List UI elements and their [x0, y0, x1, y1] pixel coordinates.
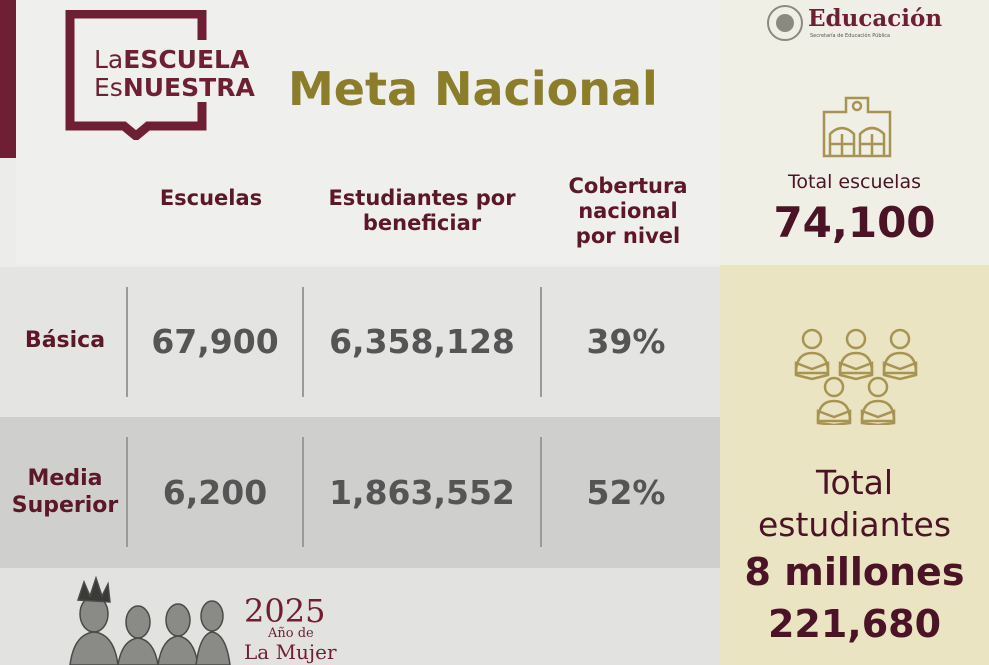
total-schools-panel: Educación Secretaría de Educación Públic… — [720, 0, 989, 265]
coverage-value: 39% — [586, 322, 666, 361]
table-row: Básica 67,900 6,358,128 39% — [0, 267, 720, 417]
total-students-label-2: estudiantes — [757, 505, 952, 544]
schools-value: 6,200 — [162, 473, 268, 512]
divider — [302, 437, 304, 547]
table-row: Media Superior 6,200 1,863,552 52% — [0, 417, 720, 568]
divider — [540, 287, 542, 397]
footer-line1: Año de — [268, 626, 314, 641]
total-students-panel: Total estudiantes 8 millones 221,680 — [720, 265, 989, 665]
women-illustration — [69, 576, 231, 665]
column-header-students: Estudiantes por beneficiar — [328, 186, 516, 235]
coverage-value: 52% — [586, 473, 666, 512]
accent-bar — [0, 0, 16, 158]
total-students-value-1: 8 millones — [744, 550, 965, 594]
students-value: 1,863,552 — [329, 473, 515, 512]
divider — [126, 437, 128, 547]
column-header-schools: Escuelas — [159, 186, 263, 210]
school-building-icon — [822, 96, 892, 158]
column-header-coverage: Cobertura nacional por nivel — [568, 174, 688, 248]
schools-value: 67,900 — [151, 322, 279, 361]
total-schools-label: Total escuelas — [788, 171, 921, 193]
footer-line2: La Mujer — [244, 640, 337, 664]
la-escuela-es-nuestra-logo: LaESCUELA EsNUESTRA — [64, 10, 256, 140]
total-students-label-1: Total — [815, 463, 894, 502]
divider — [126, 287, 128, 397]
footer-zone: 2025 Año de La Mujer — [0, 568, 720, 665]
divider — [540, 437, 542, 547]
row-label-media-superior: Media Superior — [11, 466, 119, 518]
page-title: Meta Nacional — [288, 62, 658, 116]
row-label-basica: Básica — [24, 328, 106, 353]
students-value: 6,358,128 — [329, 322, 515, 361]
students-reading-icon — [794, 328, 918, 425]
brand-name: Educación — [808, 5, 943, 32]
brand-subtitle: Secretaría de Educación Pública — [810, 33, 891, 39]
total-students-value-2: 221,680 — [767, 602, 942, 646]
total-schools-value: 74,100 — [773, 198, 936, 247]
mexico-seal-icon — [767, 5, 803, 41]
footer-year: 2025 — [244, 592, 326, 630]
divider — [302, 287, 304, 397]
